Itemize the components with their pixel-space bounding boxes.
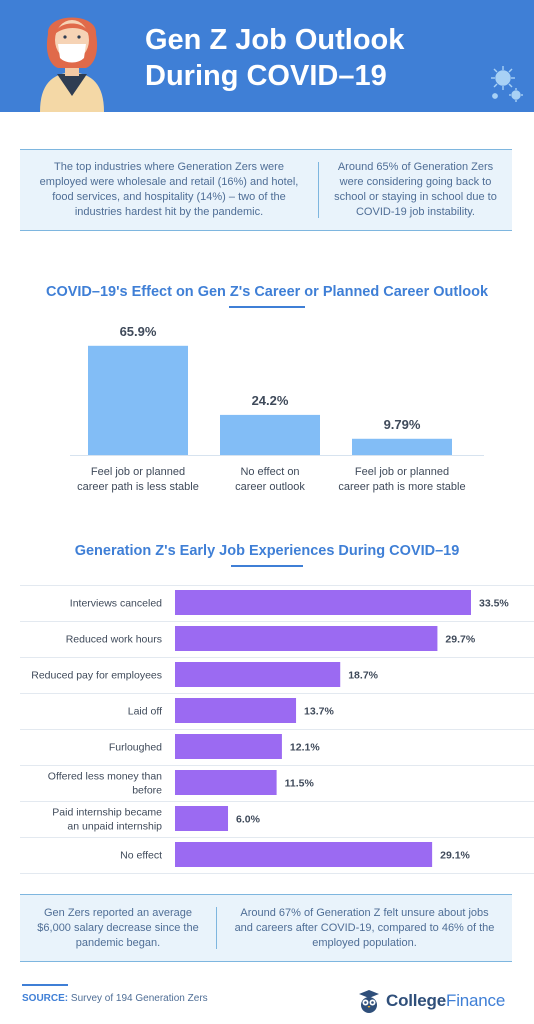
chart1-bar [88, 345, 188, 455]
chart2-category-label: Interviews canceled [70, 598, 162, 610]
chart2-bar [175, 698, 297, 723]
panel-divider-bottom [216, 907, 217, 949]
chart2-bar [175, 626, 438, 651]
chart2-category-label: No effect [120, 850, 162, 862]
chart1-title-underline [229, 306, 305, 308]
job-experiences-chart: 33.5% Interviews canceled 29.7% Reduced wor… [20, 585, 534, 874]
chart1-value-label: 65.9% [120, 325, 157, 339]
chart2-title-underline [231, 565, 303, 567]
source-text: Survey of 194 Generation Zers [70, 993, 208, 1004]
top-facts-panel: The top industries where Generation Zers… [20, 149, 512, 231]
chart2-category-label: Reduced work hours [66, 634, 162, 646]
chart2-value-label: 29.7% [445, 634, 475, 646]
chart2-category-label: Paid internship became an unpaid internsh… [52, 807, 162, 833]
chart2-value-label: 18.7% [348, 670, 378, 682]
chart2-value-label: 29.1% [440, 850, 470, 862]
chart2-bar [175, 662, 341, 687]
industry-fact: The top industries where Generation Zers… [39, 161, 299, 218]
owl-icon [359, 990, 379, 1013]
title-line-2: During COVID–19 [145, 60, 387, 92]
header-banner: Gen Z Job Outlook During COVID–19 [0, 0, 534, 112]
bottom-facts-panel: Gen Zers reported an average $6,000 sala… [20, 894, 512, 962]
logo-text: CollegeFinance [386, 991, 506, 1010]
chart1-title: COVID–19's Effect on Gen Z's Career or P… [45, 284, 489, 300]
chart2-category-label: Furloughed [109, 742, 162, 754]
chart2-category-label: Reduced pay for employees [31, 670, 162, 682]
chart1-category-label: Feel job or planned career path is less s… [77, 466, 199, 493]
virus-icon [491, 66, 523, 102]
chart2-category-label: Laid off [128, 706, 162, 718]
chart1-value-label: 9.79% [384, 417, 421, 432]
chart2-value-label: 6.0% [236, 814, 261, 826]
chart2-bar [175, 734, 282, 759]
person-with-mask-icon [40, 17, 104, 112]
chart1-category-label: No effect on career outlook [235, 466, 305, 493]
chart1-bar [352, 438, 452, 455]
panel-divider [318, 162, 319, 218]
college-finance-logo[interactable]: CollegeFinance [358, 988, 505, 1014]
source-rule [22, 984, 68, 986]
source-note: SOURCE: Survey of 194 Generation Zers [22, 993, 208, 1004]
unsure-fact: Around 67% of Generation Z felt unsure a… [234, 906, 495, 949]
chart2-bar [175, 806, 229, 831]
source-label: SOURCE: [22, 993, 69, 1004]
career-outlook-chart: 65.9% Feel job or planned career path is l… [70, 325, 484, 493]
chart2-value-label: 12.1% [290, 742, 320, 754]
title-line-1: Gen Z Job Outlook [145, 24, 405, 56]
chart2-value-label: 13.7% [304, 706, 334, 718]
chart2-bar [175, 770, 277, 795]
chart1-value-label: 24.2% [252, 393, 289, 408]
page-title: Gen Z Job Outlook During COVID–19 [145, 22, 445, 94]
chart1-bar [220, 414, 320, 455]
chart2-bar [175, 590, 471, 615]
chart2-bar [175, 842, 433, 867]
salary-fact: Gen Zers reported an average $6,000 sala… [37, 906, 199, 949]
chart2-category-label: Offered less money than before [48, 771, 162, 797]
chart1-category-label: Feel job or planned career path is more s… [338, 466, 465, 493]
school-fact: Around 65% of Generation Zers were consi… [334, 161, 497, 218]
chart2-title: Generation Z's Early Job Experiences Dur… [74, 543, 460, 559]
chart2-value-label: 11.5% [285, 778, 315, 790]
chart2-value-label: 33.5% [479, 598, 509, 610]
